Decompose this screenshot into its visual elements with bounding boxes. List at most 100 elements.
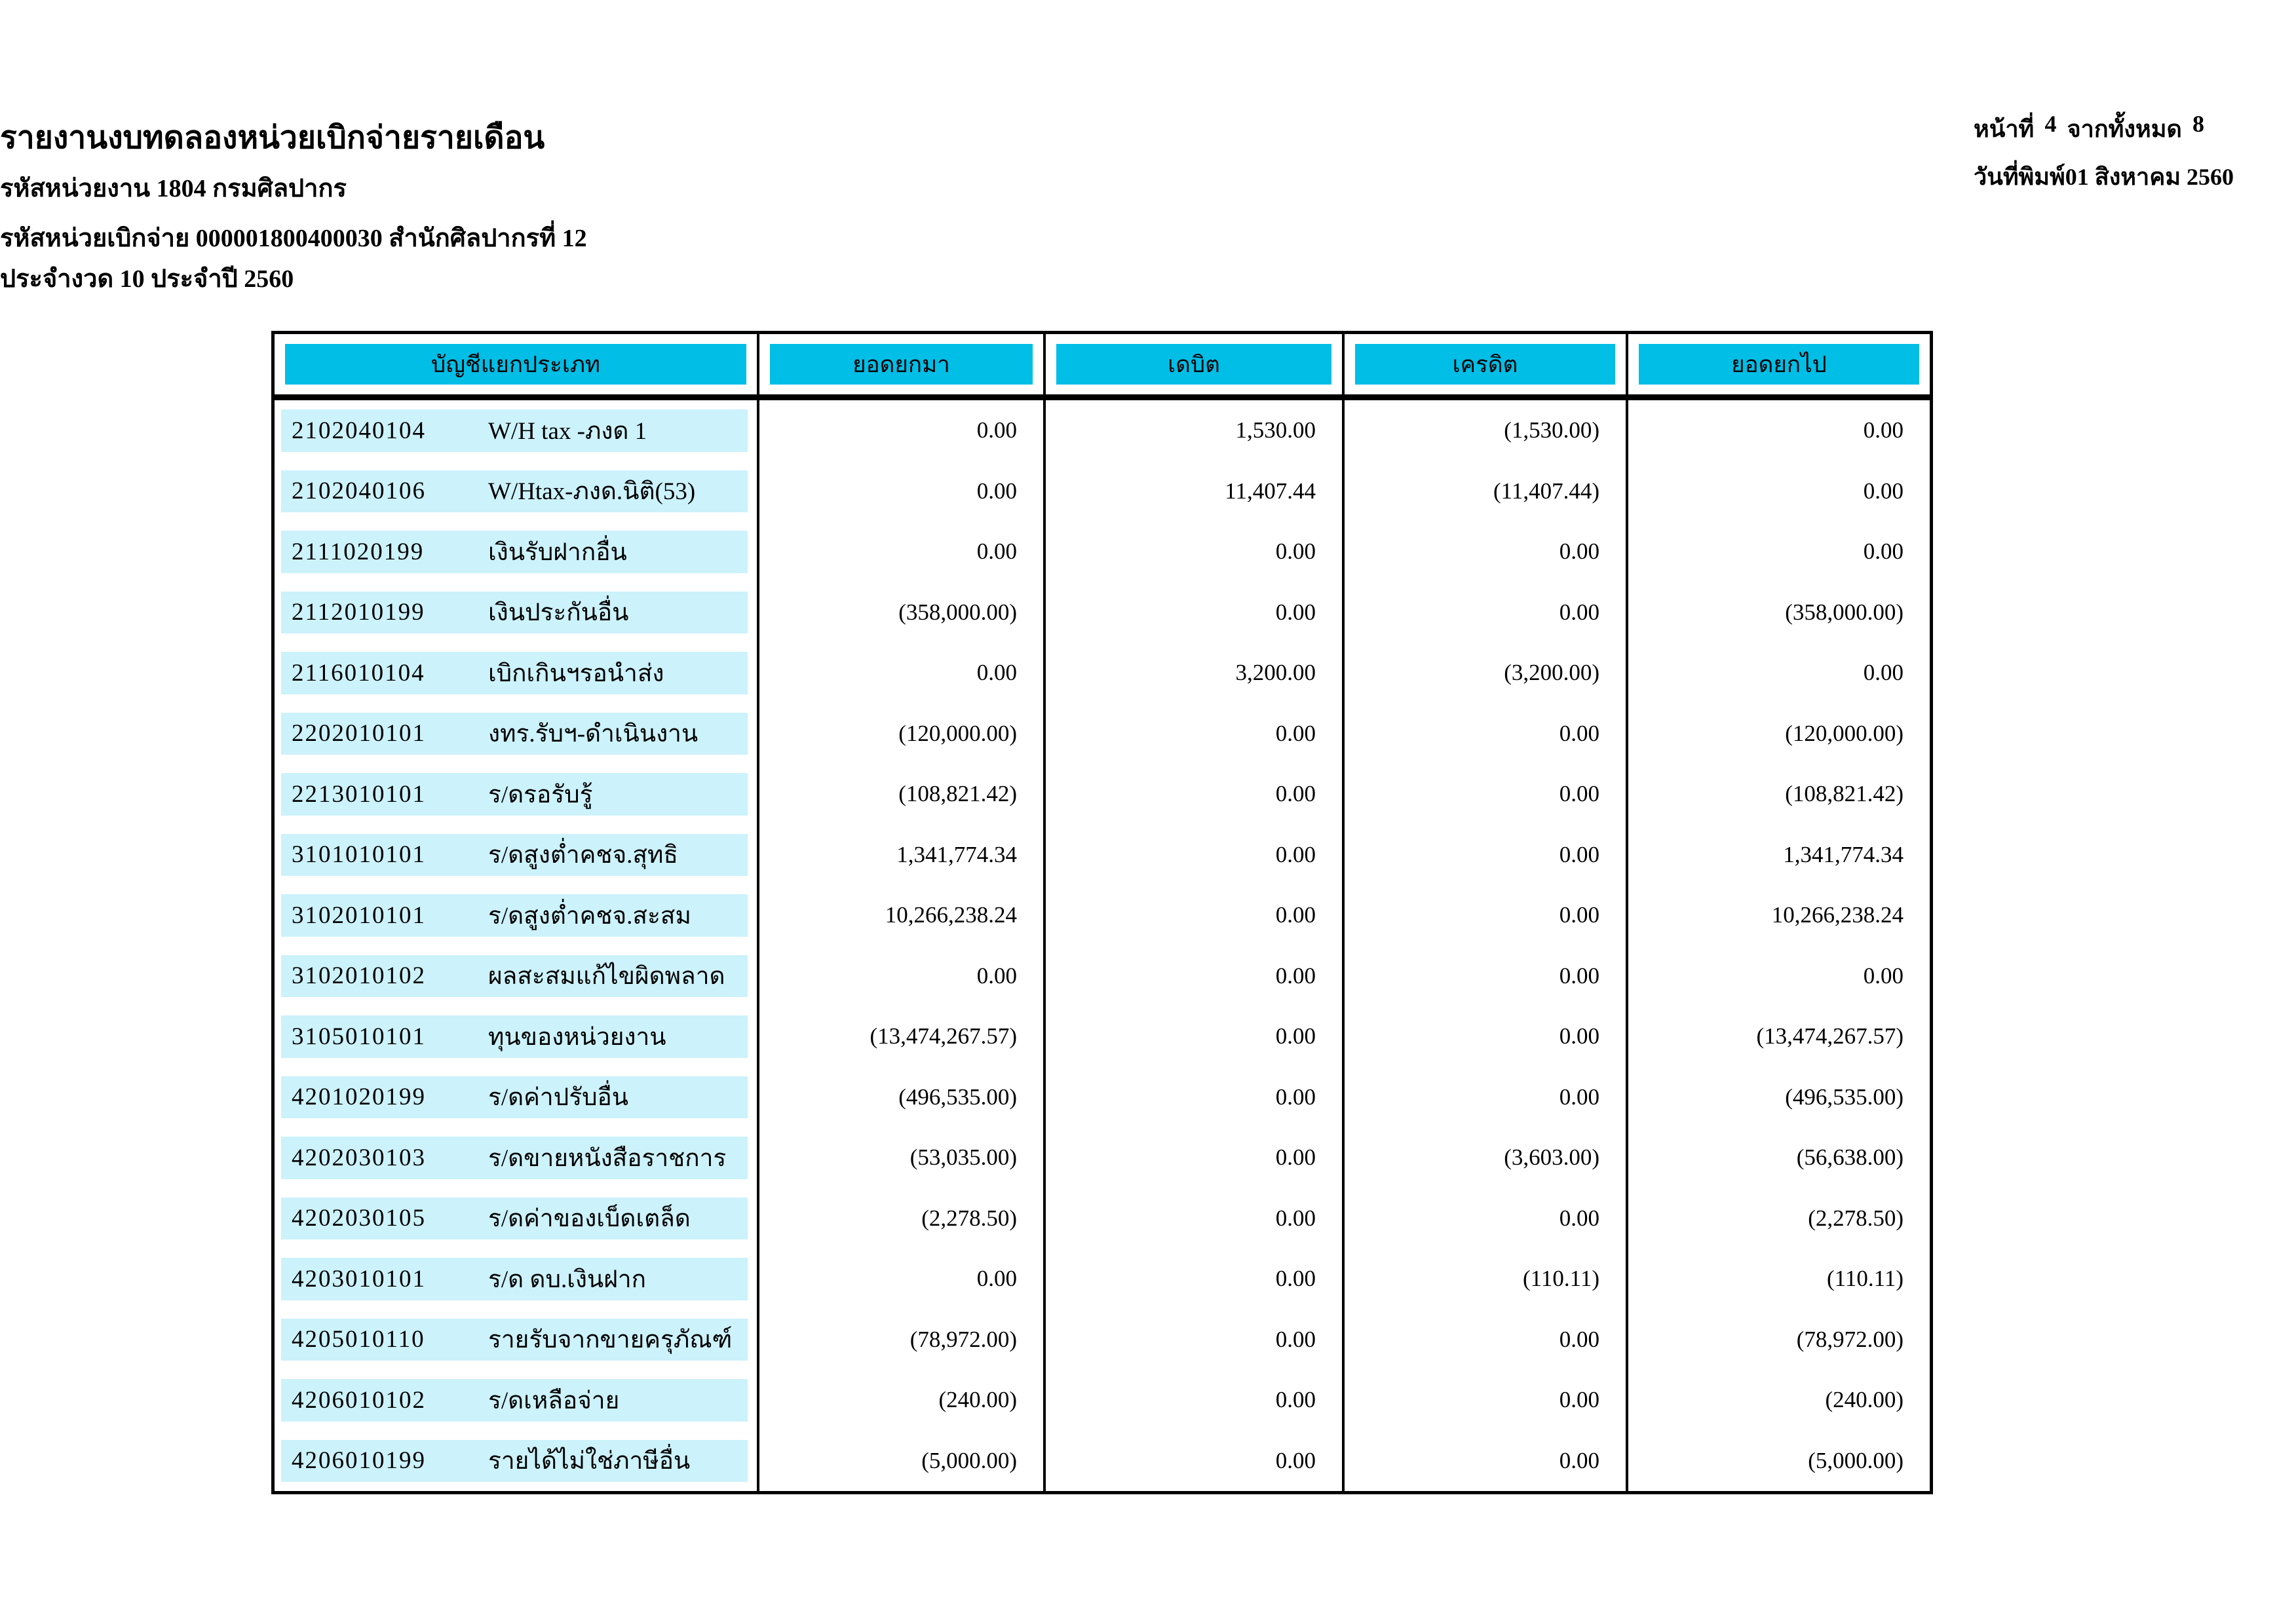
amount-carry-forward: (240.00) bbox=[938, 1387, 1017, 1413]
amount-carry-forward: 0.00 bbox=[976, 660, 1017, 686]
print-date-label: วันที่พิมพ์ bbox=[1974, 164, 2065, 190]
amount-credit: (3,603.00) bbox=[1504, 1144, 1599, 1171]
amount-credit: (11,407.44) bbox=[1493, 478, 1599, 504]
amount-credit: 0.00 bbox=[1559, 962, 1599, 989]
amount-carry-forward: 0.00 bbox=[976, 478, 1017, 504]
amount-debit: 0.00 bbox=[1275, 538, 1316, 565]
amount-balance: 1,341,774.34 bbox=[1783, 841, 1904, 867]
amount-carry-forward: (5,000.00) bbox=[921, 1447, 1017, 1473]
amount-balance: (2,278.50) bbox=[1808, 1205, 1904, 1231]
amount-balance: (108,821.42) bbox=[1785, 781, 1904, 807]
account-code: 3102010101 bbox=[292, 901, 426, 929]
print-date-row: วันที่พิมพ์ 01 สิงหาคม 2560 bbox=[1974, 158, 2234, 195]
amount-balance: (496,535.00) bbox=[1785, 1084, 1904, 1110]
amount-carry-forward: 0.00 bbox=[976, 538, 1017, 565]
page-number-row: หน้าที่ 4 จากทั้งหมด 8 bbox=[1974, 110, 2204, 147]
amount-carry-forward: 0.00 bbox=[976, 962, 1017, 989]
page-number: 4 bbox=[2044, 111, 2057, 137]
amount-debit: 0.00 bbox=[1275, 1023, 1316, 1049]
account-code: 2112010199 bbox=[292, 599, 425, 626]
table-row: 2213010101 ร/ดรอรับรู้ (108,821.42) 0.00… bbox=[275, 764, 1930, 825]
column-header-balance: ยอดยกไป bbox=[1639, 344, 1919, 385]
amount-debit: 1,530.00 bbox=[1235, 417, 1316, 444]
amount-debit: 0.00 bbox=[1275, 1084, 1316, 1110]
account-name: ร/ดสูงต่ำคชจ.สะสม bbox=[488, 902, 691, 930]
amount-balance: 0.00 bbox=[1863, 538, 1904, 565]
account-name: ร/ดค่าของเบ็ดเตล็ด bbox=[488, 1205, 691, 1233]
amount-debit: 0.00 bbox=[1275, 1144, 1316, 1171]
amount-carry-forward: (13,474,267.57) bbox=[870, 1023, 1017, 1049]
account-name: รายรับจากขายครุภัณฑ์ bbox=[488, 1327, 733, 1354]
account-code: 2111020199 bbox=[292, 538, 425, 565]
table-row: 3102010102 ผลสะสมแก้ไขผิดพลาด 0.00 0.00 … bbox=[275, 945, 1930, 1006]
account-cell: 2111020199 เงินรับฝากอื่น bbox=[281, 531, 748, 573]
account-cell: 3102010102 ผลสะสมแก้ไขผิดพลาด bbox=[281, 954, 748, 997]
account-cell: 3105010101 ทุนของหน่วยงาน bbox=[281, 1015, 748, 1058]
account-name: เงินรับฝากอื่น bbox=[488, 538, 627, 566]
amount-credit: (110.11) bbox=[1523, 1266, 1599, 1292]
account-cell: 3101010101 ร/ดสูงต่ำคชจ.สุทธิ bbox=[281, 833, 748, 876]
account-code: 3105010101 bbox=[292, 1023, 426, 1050]
account-name: รายได้ไม่ใช่ภาษีอื่น bbox=[488, 1448, 691, 1475]
column-header-debit: เดบิต bbox=[1056, 344, 1331, 385]
amount-carry-forward: (358,000.00) bbox=[898, 599, 1017, 625]
account-cell: 3102010101 ร/ดสูงต่ำคชจ.สะสม bbox=[281, 894, 748, 937]
account-name: ร/ดขายหนังสือราชการ bbox=[488, 1144, 727, 1172]
account-cell: 2116010104 เบิกเกินฯรอนำส่ง bbox=[281, 652, 748, 694]
table-row: 3101010101 ร/ดสูงต่ำคชจ.สุทธิ 1,341,774.… bbox=[275, 824, 1930, 885]
amount-carry-forward: 0.00 bbox=[976, 1266, 1017, 1292]
amount-credit: 0.00 bbox=[1559, 1326, 1599, 1352]
table-row: 2111020199 เงินรับฝากอื่น 0.00 0.00 0.00… bbox=[275, 521, 1930, 582]
amount-balance: 0.00 bbox=[1863, 417, 1904, 444]
amount-balance: 0.00 bbox=[1863, 660, 1904, 686]
table-row: 2102040104 W/H tax -ภงด 1 0.00 1,530.00 … bbox=[275, 400, 1930, 461]
amount-carry-forward: (496,535.00) bbox=[898, 1084, 1017, 1110]
amount-debit: 0.00 bbox=[1275, 781, 1316, 807]
account-name: W/H tax -ภงด 1 bbox=[488, 417, 647, 445]
amount-debit: 11,407.44 bbox=[1225, 478, 1316, 504]
total-pages: 8 bbox=[2192, 111, 2204, 137]
column-header-account: บัญชีแยกประเภท bbox=[285, 344, 746, 385]
account-name: ผลสะสมแก้ไขผิดพลาด bbox=[488, 963, 725, 991]
account-code: 4203010101 bbox=[292, 1265, 426, 1293]
amount-balance: (5,000.00) bbox=[1808, 1447, 1904, 1473]
amount-balance: 0.00 bbox=[1863, 962, 1904, 989]
subtitle-agency: รหัสหน่วยงาน 1804 กรมศิลปากร bbox=[0, 175, 347, 202]
account-code: 4202030105 bbox=[292, 1205, 426, 1232]
amount-credit: 0.00 bbox=[1559, 902, 1599, 928]
amount-debit: 0.00 bbox=[1275, 962, 1316, 989]
account-code: 3101010101 bbox=[292, 841, 426, 869]
trial-balance-table: บัญชีแยกประเภท ยอดยกมา เดบิต เครดิต ยอดย… bbox=[271, 331, 1933, 1494]
table-row: 4205010110 รายรับจากขายครุภัณฑ์ (78,972.… bbox=[275, 1309, 1930, 1370]
amount-balance: (13,474,267.57) bbox=[1756, 1023, 1904, 1049]
account-cell: 4206010102 ร/ดเหลือจ่าย bbox=[281, 1379, 748, 1422]
account-cell: 4201020199 ร/ดค่าปรับอื่น bbox=[281, 1076, 748, 1118]
amount-balance: (56,638.00) bbox=[1796, 1144, 1904, 1171]
amount-credit: 0.00 bbox=[1559, 538, 1599, 565]
account-name: ร/ดค่าปรับอื่น bbox=[488, 1084, 629, 1112]
table-row: 4202030105 ร/ดค่าของเบ็ดเตล็ด (2,278.50)… bbox=[275, 1188, 1930, 1249]
table-row: 3102010101 ร/ดสูงต่ำคชจ.สะสม 10,266,238.… bbox=[275, 885, 1930, 946]
table-row: 2202010101 งทร.รับฯ-ดำเนินงาน (120,000.0… bbox=[275, 703, 1930, 764]
amount-balance: (240.00) bbox=[1825, 1387, 1904, 1413]
amount-debit: 3,200.00 bbox=[1235, 660, 1316, 686]
amount-balance: 0.00 bbox=[1863, 478, 1904, 504]
account-name: ร/ดเหลือจ่าย bbox=[488, 1387, 620, 1414]
account-code: 4206010199 bbox=[292, 1447, 426, 1475]
amount-balance: (120,000.00) bbox=[1785, 720, 1904, 746]
amount-debit: 0.00 bbox=[1275, 599, 1316, 625]
account-cell: 2112010199 เงินประกันอื่น bbox=[281, 591, 748, 633]
amount-credit: 0.00 bbox=[1559, 599, 1599, 625]
total-label: จากทั้งหมด bbox=[2067, 116, 2182, 142]
amount-credit: (3,200.00) bbox=[1504, 660, 1599, 686]
amount-credit: 0.00 bbox=[1559, 1084, 1599, 1110]
account-code: 2202010101 bbox=[292, 720, 426, 747]
account-name: เบิกเกินฯรอนำส่ง bbox=[488, 660, 664, 687]
account-name: เงินประกันอื่น bbox=[488, 599, 629, 627]
amount-carry-forward: (2,278.50) bbox=[921, 1205, 1017, 1231]
table-row: 4206010199 รายได้ไม่ใช่ภาษีอื่น (5,000.0… bbox=[275, 1430, 1930, 1491]
account-cell: 4206010199 รายได้ไม่ใช่ภาษีอื่น bbox=[281, 1439, 748, 1482]
account-code: 4206010102 bbox=[292, 1386, 426, 1414]
table-row: 4201020199 ร/ดค่าปรับอื่น (496,535.00) 0… bbox=[275, 1067, 1930, 1127]
